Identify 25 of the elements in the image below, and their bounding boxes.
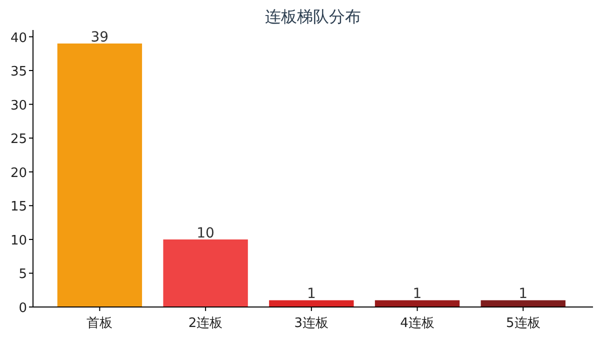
y-tick-label: 20 [10,166,27,181]
y-tick-label: 15 [10,200,27,215]
data-label: 1 [518,286,528,302]
bar [374,300,460,307]
data-label: 1 [412,286,422,302]
x-tick-label: 首板 [86,316,113,331]
x-tick-label: 5连板 [506,316,540,331]
data-label: 10 [196,225,214,242]
y-tick-label: 0 [18,301,27,316]
bar [163,239,248,307]
bar [480,300,566,307]
x-tick-label: 3连板 [294,316,329,331]
chart-title: 连板梯队分布 [265,7,361,26]
y-tick-label: 25 [10,132,27,148]
data-label: 39 [90,30,109,46]
data-label: 1 [306,286,316,302]
bar [269,300,354,307]
y-tick-label: 5 [18,267,27,282]
x-tick-label: 4连板 [400,316,434,331]
y-tick-label: 35 [10,64,27,80]
y-tick-label: 10 [10,233,27,248]
y-tick-label: 30 [10,98,27,114]
bar [57,44,142,307]
x-tick-label: 2连板 [188,316,223,331]
y-tick-label: 40 [10,30,27,46]
